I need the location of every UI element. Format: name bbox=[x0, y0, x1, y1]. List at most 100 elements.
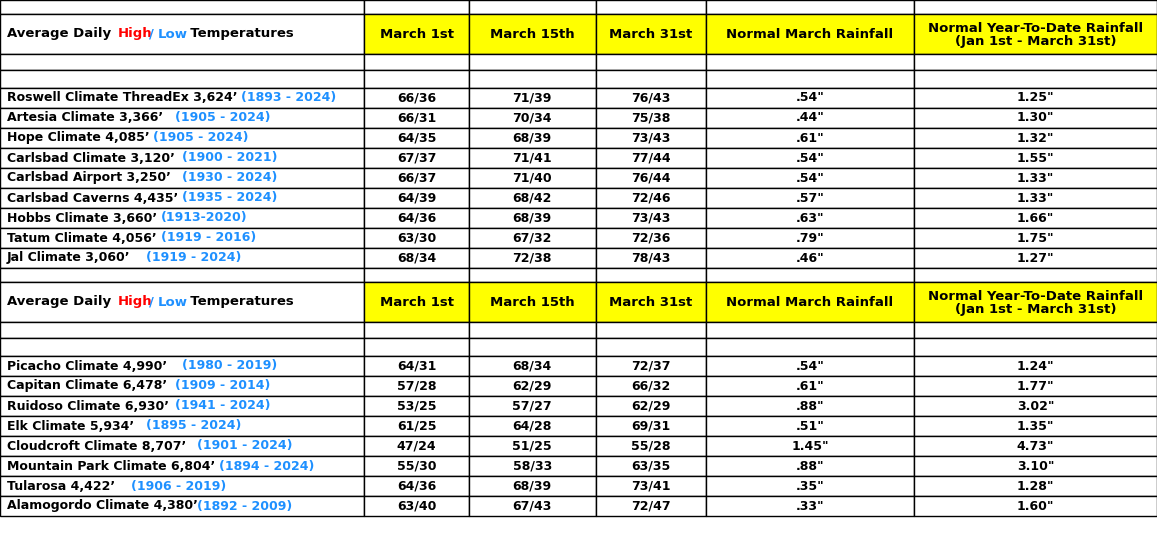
Text: 68/39: 68/39 bbox=[513, 131, 552, 145]
Text: 47/24: 47/24 bbox=[397, 439, 436, 453]
Bar bbox=[0, 148, 364, 168]
Bar bbox=[706, 282, 914, 322]
Bar bbox=[0, 456, 364, 476]
Bar bbox=[364, 496, 469, 516]
Text: Artesia Climate 3,366’: Artesia Climate 3,366’ bbox=[7, 112, 168, 124]
Text: 68/39: 68/39 bbox=[513, 480, 552, 492]
Bar bbox=[596, 0, 706, 14]
Bar bbox=[596, 248, 706, 268]
Text: Low: Low bbox=[157, 295, 187, 309]
Text: .54": .54" bbox=[796, 151, 824, 164]
Text: March 15th: March 15th bbox=[489, 295, 575, 309]
Bar bbox=[469, 322, 596, 338]
Text: March 1st: March 1st bbox=[379, 28, 454, 41]
Bar bbox=[469, 54, 596, 70]
Text: 72/36: 72/36 bbox=[631, 232, 671, 245]
Bar bbox=[469, 0, 596, 14]
Bar bbox=[364, 88, 469, 108]
Bar bbox=[0, 416, 364, 436]
Bar bbox=[469, 88, 596, 108]
Text: (1980 - 2019): (1980 - 2019) bbox=[183, 360, 278, 372]
Text: Normal Year-To-Date Rainfall: Normal Year-To-Date Rainfall bbox=[928, 289, 1143, 302]
Bar bbox=[469, 128, 596, 148]
Bar bbox=[914, 436, 1157, 456]
Text: Cloudcroft Climate 8,707’: Cloudcroft Climate 8,707’ bbox=[7, 439, 191, 453]
Text: Temperatures: Temperatures bbox=[182, 295, 294, 309]
Bar bbox=[364, 70, 469, 88]
Text: 1.55": 1.55" bbox=[1017, 151, 1054, 164]
Bar bbox=[596, 496, 706, 516]
Bar bbox=[469, 188, 596, 208]
Text: 64/36: 64/36 bbox=[397, 212, 436, 224]
Text: 73/41: 73/41 bbox=[631, 480, 671, 492]
Text: 67/37: 67/37 bbox=[397, 151, 436, 164]
Text: .79": .79" bbox=[796, 232, 824, 245]
Bar bbox=[364, 0, 469, 14]
Bar bbox=[469, 396, 596, 416]
Text: (1901 - 2024): (1901 - 2024) bbox=[197, 439, 293, 453]
Bar bbox=[364, 436, 469, 456]
Text: 68/34: 68/34 bbox=[513, 360, 552, 372]
Bar bbox=[596, 338, 706, 356]
Text: (1941 - 2024): (1941 - 2024) bbox=[175, 399, 271, 412]
Text: Tatum Climate 4,056’: Tatum Climate 4,056’ bbox=[7, 232, 161, 245]
Text: Elk Climate 5,934’: Elk Climate 5,934’ bbox=[7, 420, 139, 432]
Text: Picacho Climate 4,990’: Picacho Climate 4,990’ bbox=[7, 360, 176, 372]
Bar bbox=[596, 54, 706, 70]
Bar bbox=[364, 128, 469, 148]
Text: 69/31: 69/31 bbox=[632, 420, 670, 432]
Text: High: High bbox=[118, 28, 153, 41]
Text: Normal March Rainfall: Normal March Rainfall bbox=[727, 295, 893, 309]
Bar bbox=[596, 128, 706, 148]
Bar bbox=[0, 14, 364, 54]
Text: 68/42: 68/42 bbox=[513, 191, 552, 205]
Text: 66/37: 66/37 bbox=[397, 172, 436, 184]
Bar bbox=[914, 322, 1157, 338]
Text: 71/40: 71/40 bbox=[513, 172, 552, 184]
Text: Capitan Climate 6,478’: Capitan Climate 6,478’ bbox=[7, 379, 171, 393]
Bar bbox=[0, 268, 364, 282]
Text: Hobbs Climate 3,660’: Hobbs Climate 3,660’ bbox=[7, 212, 162, 224]
Text: March 15th: March 15th bbox=[489, 28, 575, 41]
Bar bbox=[364, 376, 469, 396]
Text: .54": .54" bbox=[796, 91, 824, 104]
Bar bbox=[706, 248, 914, 268]
Bar bbox=[706, 396, 914, 416]
Text: 68/34: 68/34 bbox=[397, 251, 436, 265]
Text: .61": .61" bbox=[796, 379, 824, 393]
Bar bbox=[914, 168, 1157, 188]
Bar bbox=[469, 208, 596, 228]
Text: Low: Low bbox=[157, 28, 187, 41]
Text: (1906 - 2019): (1906 - 2019) bbox=[131, 480, 227, 492]
Text: 75/38: 75/38 bbox=[631, 112, 671, 124]
Bar bbox=[0, 208, 364, 228]
Bar bbox=[0, 436, 364, 456]
Text: 63/35: 63/35 bbox=[632, 459, 670, 472]
Bar bbox=[469, 416, 596, 436]
Bar bbox=[706, 188, 914, 208]
Bar bbox=[364, 396, 469, 416]
Bar bbox=[706, 108, 914, 128]
Text: 63/30: 63/30 bbox=[397, 232, 436, 245]
Text: 64/28: 64/28 bbox=[513, 420, 552, 432]
Text: 62/29: 62/29 bbox=[513, 379, 552, 393]
Text: 73/43: 73/43 bbox=[631, 212, 671, 224]
Bar bbox=[706, 208, 914, 228]
Text: 1.30": 1.30" bbox=[1017, 112, 1054, 124]
Bar bbox=[914, 14, 1157, 54]
Text: Mountain Park Climate 6,804’: Mountain Park Climate 6,804’ bbox=[7, 459, 220, 472]
Text: 57/27: 57/27 bbox=[513, 399, 552, 412]
Text: (Jan 1st - March 31st): (Jan 1st - March 31st) bbox=[955, 35, 1117, 48]
Text: 1.35": 1.35" bbox=[1017, 420, 1054, 432]
Text: 73/43: 73/43 bbox=[631, 131, 671, 145]
Text: 58/33: 58/33 bbox=[513, 459, 552, 472]
Bar bbox=[364, 228, 469, 248]
Bar bbox=[914, 248, 1157, 268]
Text: 61/25: 61/25 bbox=[397, 420, 436, 432]
Bar bbox=[469, 108, 596, 128]
Text: (1913-2020): (1913-2020) bbox=[161, 212, 248, 224]
Bar bbox=[914, 376, 1157, 396]
Text: 62/29: 62/29 bbox=[631, 399, 671, 412]
Bar bbox=[364, 416, 469, 436]
Bar bbox=[469, 168, 596, 188]
